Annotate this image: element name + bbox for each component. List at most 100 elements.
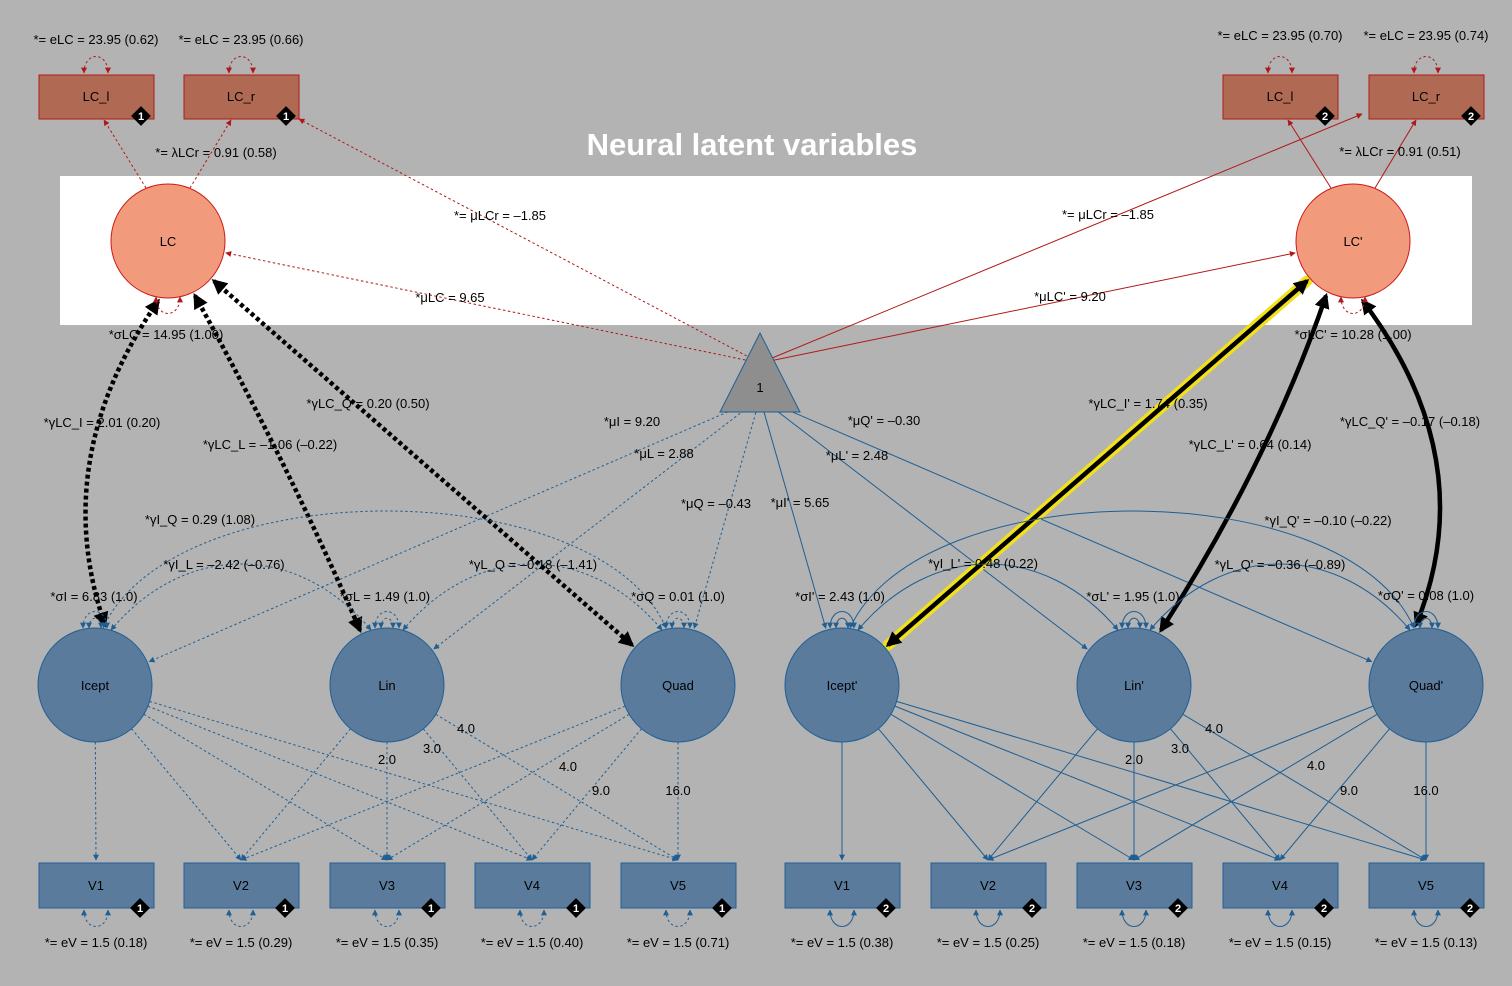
group-badge bbox=[1460, 898, 1480, 918]
edges-layer bbox=[80, 56, 1443, 927]
edge-lc-to-lc_l-g1 bbox=[103, 119, 147, 189]
gamma-icept-label: *γLC_I' = 1.74 (0.35) bbox=[1088, 396, 1207, 411]
neural-box-label: LC_l bbox=[1267, 89, 1294, 104]
cov-il-label: *γI_L = –2.42 (–0.76) bbox=[163, 557, 284, 572]
cov-iq-label: *γI_Q' = –0.10 (–0.22) bbox=[1264, 513, 1391, 528]
growth-factor-quad-g2 bbox=[1368, 627, 1484, 743]
edge-loading-2-2-g1 bbox=[386, 713, 630, 861]
observed-variance-label: *= eV = 1.5 (0.25) bbox=[937, 935, 1040, 950]
mean-lcr-label: *= μLCr = –1.85 bbox=[454, 208, 546, 223]
var-quad-label: *σQ' = 0.08 (1.0) bbox=[1378, 588, 1474, 603]
edge-loading-2-3-g1 bbox=[531, 728, 642, 861]
gamma-quad-label: *γLC_Q' = –0.17 (–0.18) bbox=[1340, 414, 1480, 429]
loop-obs-2-g1 bbox=[372, 909, 402, 927]
quad-loading-label: 4.0 bbox=[559, 759, 577, 774]
loop2-growth-1-g1 bbox=[378, 617, 396, 629]
growth-factor-icept-g2 bbox=[784, 627, 900, 743]
edge-loading-2-1-g2 bbox=[987, 705, 1374, 861]
group-badge bbox=[1461, 106, 1481, 126]
observed-variance-label: *= eV = 1.5 (0.71) bbox=[627, 935, 730, 950]
edge-gamma-2-g1 bbox=[211, 279, 635, 647]
loop-growth-1-g1 bbox=[372, 611, 402, 629]
edge-loading-1-4-g2 bbox=[1182, 713, 1427, 861]
observed-v5-g1 bbox=[620, 862, 737, 909]
group-badge-text: 2 bbox=[1175, 903, 1181, 915]
edge-loading-0-2-g1 bbox=[143, 713, 388, 861]
lc-l-variance-label: *= eLC = 23.95 (0.62) bbox=[33, 32, 158, 47]
quad-loading-label: 4.0 bbox=[1307, 758, 1325, 773]
observed-label: V1 bbox=[834, 878, 850, 893]
edge-gamma-2-g2 bbox=[1361, 298, 1443, 628]
var-icept-label: *σI' = 2.43 (1.0) bbox=[795, 589, 885, 604]
group-badge bbox=[876, 898, 896, 918]
group-badge bbox=[566, 898, 586, 918]
quad-loading-label: 16.0 bbox=[665, 783, 690, 798]
loop-growth-2-g2 bbox=[1411, 611, 1441, 629]
loop-growth-0-g1 bbox=[80, 611, 110, 629]
group-badge bbox=[1315, 106, 1335, 126]
loop-obs-1-g2 bbox=[973, 909, 1003, 927]
observed-variance-label: *= eV = 1.5 (0.15) bbox=[1229, 935, 1332, 950]
neural-box-lc_l-g1 bbox=[38, 74, 155, 120]
neural-latent-g1 bbox=[110, 183, 226, 299]
growth-factor-label: Icept bbox=[81, 678, 110, 693]
intercept-triangle bbox=[719, 331, 801, 413]
observed-label: V5 bbox=[670, 878, 686, 893]
var-lin-label: *σL' = 1.95 (1.0) bbox=[1086, 589, 1179, 604]
loop2-growth-2-g1 bbox=[669, 617, 687, 629]
neural-band bbox=[60, 176, 1472, 325]
group-badge-text: 1 bbox=[719, 903, 725, 915]
mean-lin-label: *μL' = 2.48 bbox=[826, 448, 888, 463]
loop2-growth-2-g2 bbox=[1417, 617, 1435, 629]
labels-layer: *= eV = 1.5 (0.18) *= eV = 1.5 (0.29) *= e… bbox=[33, 28, 1488, 950]
neural-box-label: LC_r bbox=[227, 89, 256, 104]
group-badge-text: 2 bbox=[1467, 903, 1473, 915]
edge-mean-icept-g2 bbox=[759, 397, 828, 629]
loop-growth-0-g2 bbox=[827, 611, 857, 629]
loop-obs-0-g2 bbox=[827, 909, 857, 927]
observed-label: V1 bbox=[88, 878, 104, 893]
diagram-title: Neural latent variables bbox=[587, 127, 918, 162]
var-lin-label: *σL = 1.49 (1.0) bbox=[340, 589, 430, 604]
mean-icept-label: *μI = 9.20 bbox=[604, 414, 660, 429]
group-badge-text: 2 bbox=[1322, 111, 1328, 123]
lc-l-variance-label: *= eLC = 23.95 (0.70) bbox=[1217, 28, 1342, 43]
cov-iq-label: *γI_Q = 0.29 (1.08) bbox=[145, 512, 255, 527]
mean-lin-label: *μL = 2.88 bbox=[634, 446, 693, 461]
loop-lc-ind-1-g1 bbox=[226, 56, 256, 74]
edge-loading-0-3-g1 bbox=[147, 705, 533, 861]
group-badge-text: 1 bbox=[137, 903, 143, 915]
edge-cov-lq-g2 bbox=[1149, 563, 1411, 631]
loop-obs-3-g2 bbox=[1265, 909, 1295, 927]
observed-label: V2 bbox=[233, 878, 249, 893]
observed-variance-label: *= eV = 1.5 (0.38) bbox=[791, 935, 894, 950]
loop-obs-2-g2 bbox=[1119, 909, 1149, 927]
mean-lcr-label: *= μLCr = –1.85 bbox=[1062, 207, 1154, 222]
lin-loading-label: 3.0 bbox=[1171, 741, 1189, 756]
loop-obs-4-g1 bbox=[663, 909, 693, 927]
observed-v2-g1 bbox=[183, 862, 300, 909]
gamma-quad-label: *γLC_Q = 0.20 (0.50) bbox=[306, 396, 429, 411]
observed-label: V5 bbox=[1418, 878, 1434, 893]
loop-growth-2-g1 bbox=[663, 611, 693, 629]
neural-latent-label: LC bbox=[160, 234, 177, 249]
cov-il-label: *γI_L' = 0.48 (0.22) bbox=[928, 556, 1038, 571]
group-badge bbox=[275, 898, 295, 918]
observed-v3-g2 bbox=[1076, 862, 1193, 909]
growth-factor-label: Icept' bbox=[827, 678, 858, 693]
lin-loading-label: 2.0 bbox=[1125, 752, 1143, 767]
observed-variance-label: *= eV = 1.5 (0.29) bbox=[190, 935, 293, 950]
loop2-growth-0-g1 bbox=[86, 617, 104, 629]
lc-loading-label: *= λLCr = 0.91 (0.58) bbox=[155, 145, 276, 160]
edge-loading-1-1-g1 bbox=[240, 728, 351, 861]
edge-loading-1-4-g1 bbox=[435, 713, 679, 861]
edge-lc-to-lc_l-g2 bbox=[1287, 119, 1332, 189]
edge-cov-iq-g1 bbox=[102, 510, 667, 629]
loop-lc-ind-0-g1 bbox=[81, 56, 111, 74]
neural-box-label: LC_r bbox=[1412, 89, 1441, 104]
edge-gamma-0-g1 bbox=[83, 298, 160, 628]
loop-growth-1-g2 bbox=[1119, 611, 1149, 629]
edge-loading-1-1-g2 bbox=[987, 728, 1098, 861]
